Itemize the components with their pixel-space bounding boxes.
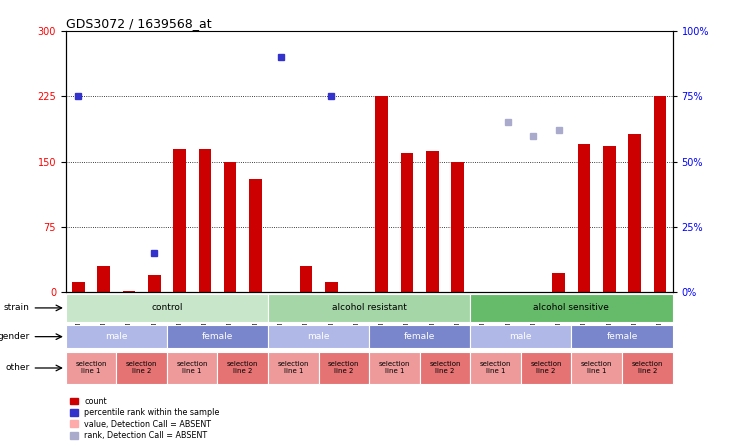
Bar xyxy=(451,162,464,292)
Bar xyxy=(218,352,268,385)
Bar xyxy=(376,96,388,292)
Text: selection
line 1: selection line 1 xyxy=(581,361,613,374)
Bar xyxy=(268,325,369,349)
Bar xyxy=(470,325,572,349)
Bar xyxy=(470,352,520,385)
Bar xyxy=(268,294,470,322)
Bar xyxy=(167,325,268,349)
Bar xyxy=(268,352,319,385)
Text: control: control xyxy=(151,303,183,313)
Text: alcohol sensitive: alcohol sensitive xyxy=(534,303,610,313)
Bar xyxy=(199,149,211,292)
Text: selection
line 1: selection line 1 xyxy=(75,361,107,374)
Text: GDS3072 / 1639568_at: GDS3072 / 1639568_at xyxy=(66,17,211,30)
Text: other: other xyxy=(5,364,29,373)
Bar xyxy=(572,352,622,385)
Text: alcohol resistant: alcohol resistant xyxy=(332,303,406,313)
Bar xyxy=(426,151,439,292)
Bar xyxy=(420,352,470,385)
Bar xyxy=(603,146,616,292)
Bar xyxy=(628,134,641,292)
Bar xyxy=(148,275,161,292)
Legend: count, percentile rank within the sample, value, Detection Call = ABSENT, rank, : count, percentile rank within the sample… xyxy=(70,397,220,440)
Bar xyxy=(654,96,666,292)
Bar xyxy=(167,352,218,385)
Bar xyxy=(249,179,262,292)
Bar xyxy=(325,282,338,292)
Bar xyxy=(116,352,167,385)
Text: female: female xyxy=(606,332,637,341)
Text: selection
line 2: selection line 2 xyxy=(429,361,461,374)
Text: strain: strain xyxy=(4,303,29,313)
Text: selection
line 1: selection line 1 xyxy=(379,361,410,374)
Text: selection
line 2: selection line 2 xyxy=(328,361,360,374)
Bar xyxy=(72,282,85,292)
Text: selection
line 2: selection line 2 xyxy=(632,361,663,374)
Bar xyxy=(572,325,673,349)
Bar xyxy=(520,352,572,385)
Text: male: male xyxy=(105,332,128,341)
Bar xyxy=(224,162,236,292)
Bar xyxy=(97,266,110,292)
Bar xyxy=(66,352,116,385)
Text: female: female xyxy=(404,332,436,341)
Bar xyxy=(401,153,414,292)
Text: gender: gender xyxy=(0,332,29,341)
Text: selection
line 2: selection line 2 xyxy=(227,361,259,374)
Bar xyxy=(577,144,591,292)
Text: selection
line 1: selection line 1 xyxy=(480,361,511,374)
Text: selection
line 2: selection line 2 xyxy=(126,361,157,374)
Bar xyxy=(369,352,420,385)
Text: selection
line 1: selection line 1 xyxy=(278,361,309,374)
Text: female: female xyxy=(202,332,233,341)
Bar xyxy=(553,273,565,292)
Bar xyxy=(66,325,167,349)
Text: selection
line 1: selection line 1 xyxy=(176,361,208,374)
Bar xyxy=(66,294,268,322)
Bar xyxy=(300,266,312,292)
Text: male: male xyxy=(307,332,330,341)
Bar xyxy=(369,325,470,349)
Bar xyxy=(123,290,135,292)
Bar xyxy=(173,149,186,292)
Text: selection
line 2: selection line 2 xyxy=(531,361,562,374)
Text: male: male xyxy=(510,332,532,341)
Bar xyxy=(319,352,369,385)
Bar xyxy=(622,352,673,385)
Bar xyxy=(470,294,673,322)
